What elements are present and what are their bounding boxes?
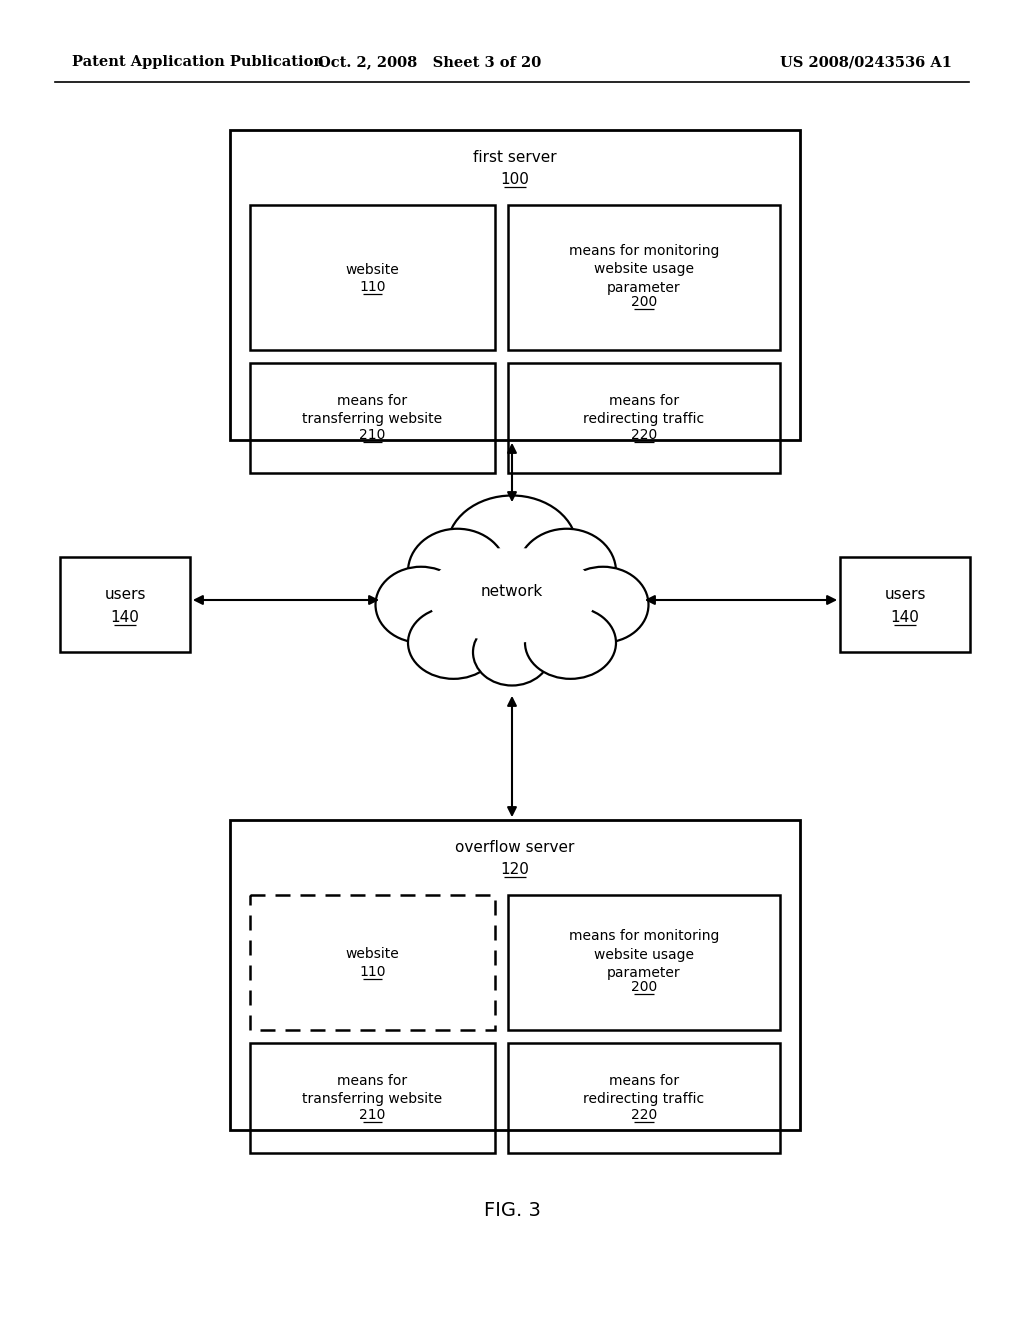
Ellipse shape <box>408 529 507 614</box>
Bar <box>60 557 190 652</box>
Text: 210: 210 <box>359 1107 386 1122</box>
Text: means for monitoring
website usage
parameter: means for monitoring website usage param… <box>568 929 719 979</box>
Ellipse shape <box>473 619 551 685</box>
Text: means for
transferring website: means for transferring website <box>302 393 442 426</box>
Text: first server: first server <box>473 150 557 165</box>
Text: 110: 110 <box>359 965 386 979</box>
Text: Patent Application Publication: Patent Application Publication <box>72 55 324 69</box>
Ellipse shape <box>408 607 499 678</box>
Text: FIG. 3: FIG. 3 <box>483 1200 541 1220</box>
Bar <box>250 363 495 473</box>
Text: means for
redirecting traffic: means for redirecting traffic <box>584 1073 705 1106</box>
Text: 220: 220 <box>631 428 657 442</box>
Text: means for monitoring
website usage
parameter: means for monitoring website usage param… <box>568 244 719 294</box>
Text: users: users <box>885 587 926 602</box>
Text: overflow server: overflow server <box>456 841 574 855</box>
Text: 120: 120 <box>501 862 529 876</box>
Ellipse shape <box>517 529 616 614</box>
Bar <box>230 820 800 1130</box>
Ellipse shape <box>395 524 629 676</box>
Text: means for
transferring website: means for transferring website <box>302 1073 442 1106</box>
Bar <box>250 1043 495 1152</box>
Text: 100: 100 <box>501 172 529 187</box>
Text: means for
redirecting traffic: means for redirecting traffic <box>584 393 705 426</box>
Ellipse shape <box>376 566 467 643</box>
Text: Oct. 2, 2008   Sheet 3 of 20: Oct. 2, 2008 Sheet 3 of 20 <box>318 55 542 69</box>
Text: 140: 140 <box>891 610 920 624</box>
Bar <box>840 557 970 652</box>
Ellipse shape <box>525 607 616 678</box>
Bar <box>508 1043 780 1152</box>
Text: 130: 130 <box>498 609 526 623</box>
Text: website: website <box>346 263 399 276</box>
Text: 210: 210 <box>359 428 386 442</box>
Bar <box>250 205 495 350</box>
Text: 140: 140 <box>111 610 139 624</box>
Ellipse shape <box>447 495 577 601</box>
Text: 200: 200 <box>631 979 657 994</box>
Text: 110: 110 <box>359 280 386 294</box>
Ellipse shape <box>427 548 597 643</box>
Text: users: users <box>104 587 145 602</box>
Bar <box>508 895 780 1030</box>
Text: 220: 220 <box>631 1107 657 1122</box>
Text: network: network <box>481 585 543 599</box>
Bar <box>250 895 495 1030</box>
Text: US 2008/0243536 A1: US 2008/0243536 A1 <box>780 55 952 69</box>
Bar <box>508 205 780 350</box>
Ellipse shape <box>557 566 648 643</box>
Text: website: website <box>346 948 399 961</box>
Bar <box>508 363 780 473</box>
Text: 200: 200 <box>631 294 657 309</box>
Bar <box>230 129 800 440</box>
